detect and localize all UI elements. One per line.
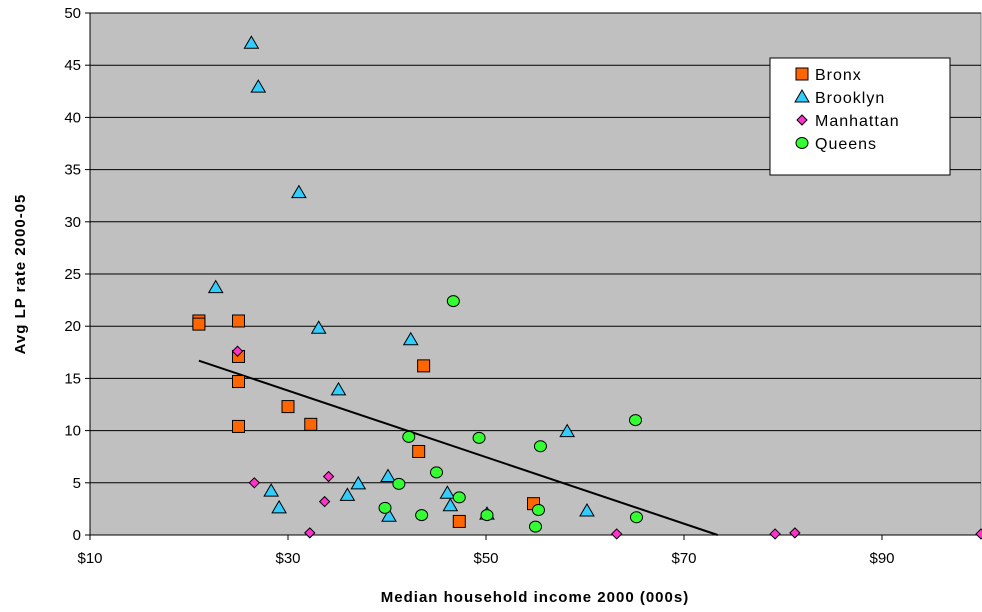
point-bronx	[304, 417, 318, 431]
y-tick-label: 20	[64, 318, 81, 335]
point-bronx	[452, 514, 466, 528]
legend-marker-bronx	[795, 67, 809, 81]
point-bronx	[281, 400, 295, 414]
x-tick-label: $50	[473, 550, 498, 567]
point-bronx	[232, 375, 245, 389]
point-queens	[415, 509, 429, 522]
point-brooklyn	[579, 502, 595, 517]
legend-label-brooklyn: Brooklyn	[815, 90, 885, 107]
y-tick-label: 50	[64, 5, 81, 22]
point-queens	[529, 520, 542, 533]
point-brooklyn	[381, 508, 397, 522]
point-queens	[446, 295, 460, 308]
point-manhattan	[231, 345, 244, 357]
y-tick-label: 5	[73, 475, 81, 492]
point-brooklyn	[350, 475, 367, 490]
point-manhattan	[248, 477, 261, 489]
point-brooklyn	[330, 381, 347, 396]
legend-label-queens: Queens	[815, 136, 877, 153]
point-manhattan	[304, 527, 316, 539]
y-tick-label: 45	[64, 57, 81, 74]
point-queens	[629, 511, 643, 524]
legend-marker-brooklyn	[794, 89, 810, 103]
trendline-group	[198, 359, 718, 536]
point-brooklyn	[243, 35, 260, 49]
y-tick-label: 25	[64, 266, 81, 283]
y-tick-label: 10	[64, 423, 81, 440]
point-queens	[480, 509, 494, 522]
point-brooklyn	[263, 483, 280, 497]
point-brooklyn	[439, 485, 456, 499]
legend-label-manhattan: Manhattan	[815, 113, 900, 130]
x-tick-label: $30	[275, 550, 300, 567]
point-queens	[378, 501, 392, 514]
point-brooklyn	[442, 497, 459, 512]
legend-items: Bronx Brooklyn Manhattan Queens	[794, 67, 900, 153]
point-brooklyn	[207, 279, 224, 294]
point-bronx	[232, 314, 245, 328]
point-manhattan	[610, 528, 623, 540]
point-brooklyn	[250, 79, 267, 93]
x-tick-label: $10	[77, 550, 102, 567]
point-bronx	[417, 359, 431, 373]
point-queens	[452, 491, 466, 504]
point-manhattan	[789, 527, 801, 539]
y-tick-label: 0	[73, 527, 81, 544]
x-axis-title: Median household income 2000 (000s)	[381, 589, 689, 606]
data-points	[192, 35, 982, 540]
point-queens	[392, 477, 406, 490]
point-bronx	[232, 419, 245, 433]
point-queens	[531, 503, 545, 516]
legend-label-bronx: Bronx	[815, 67, 862, 84]
point-manhattan	[769, 528, 781, 540]
point-manhattan	[322, 470, 335, 483]
y-tick-label: 15	[64, 370, 81, 387]
point-manhattan	[318, 495, 331, 508]
point-brooklyn	[339, 487, 356, 501]
point-queens	[628, 414, 642, 427]
legend-marker-manhattan	[796, 114, 808, 126]
y-tick-label: 30	[64, 214, 81, 231]
y-tick-label: 35	[64, 162, 81, 179]
point-bronx	[412, 444, 426, 458]
point-queens	[472, 431, 486, 444]
legend-marker-queens	[795, 137, 809, 149]
point-brooklyn	[310, 320, 327, 334]
y-axis-title: Avg LP rate 2000-05	[12, 194, 29, 355]
point-brooklyn	[271, 499, 287, 514]
point-queens	[430, 466, 443, 479]
legend: Bronx Brooklyn Manhattan Queens	[769, 57, 951, 176]
x-tick-label: $70	[671, 550, 696, 567]
tick-labels: 0 5 10 15 20 25 30 35 40 45 50 $10 $30 $50 $70 $90	[64, 5, 894, 567]
y-tick-label: 40	[64, 109, 81, 126]
point-brooklyn	[559, 423, 576, 438]
point-manhattan	[975, 528, 982, 540]
trendline	[198, 359, 718, 536]
axes	[85, 12, 981, 540]
point-brooklyn	[380, 468, 396, 483]
point-bronx	[192, 317, 206, 331]
point-queens	[402, 430, 416, 443]
x-tick-label: $90	[869, 550, 894, 567]
point-brooklyn	[402, 331, 419, 346]
point-brooklyn	[291, 184, 307, 199]
point-queens	[533, 440, 547, 453]
